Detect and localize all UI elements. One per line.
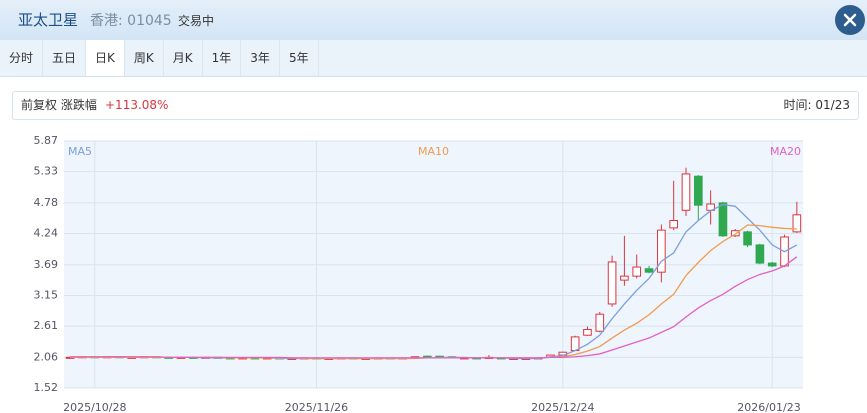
tab[interactable]: 五日 <box>43 40 87 76</box>
y-tick-label: 1.52 <box>34 381 59 394</box>
tab[interactable]: 分时 <box>0 40 44 76</box>
candle-body <box>718 202 728 237</box>
candle-body <box>595 313 605 332</box>
tab[interactable]: 5年 <box>280 40 319 76</box>
candle-body <box>669 219 678 229</box>
candle-body <box>743 231 752 246</box>
candle-body <box>681 173 691 211</box>
candle-body <box>792 214 802 233</box>
ma-line <box>70 256 798 359</box>
candle-body <box>632 266 642 277</box>
stock-name: 亚太卫星 <box>18 11 79 29</box>
tab[interactable]: 月K <box>164 40 203 76</box>
tab[interactable]: 日K <box>86 40 125 76</box>
candle-body <box>607 261 617 305</box>
info-bar: 前复权 涨跌幅 +113.08% 时间: 01/23 <box>12 91 859 120</box>
time-label: 时间: 01/23 <box>783 98 850 112</box>
candle-body <box>644 268 654 273</box>
header: 亚太卫星 香港: 01045 交易中 <box>0 0 867 40</box>
adjust-label: 前复权 涨跌幅 <box>21 98 97 112</box>
candle-body <box>730 230 740 237</box>
y-tick-label: 4.78 <box>34 196 59 209</box>
stock-code: 香港: 01045 <box>90 13 172 29</box>
chart: 1.52 2.06 2.61 3.15 3.69 4.24 4.78 5.33 5.87 2025… <box>34 134 803 413</box>
status: 交易中 <box>178 14 215 28</box>
y-tick-label: 2.06 <box>34 350 59 363</box>
y-tick-label: 5.33 <box>34 165 59 178</box>
x-tick-label: 2026/01/23 <box>737 401 800 413</box>
candle-body <box>755 244 765 264</box>
tab-bar: 分时 五日 日K 周K 月K 1年 3年 5年 <box>0 40 867 77</box>
close-button[interactable] <box>835 5 865 35</box>
y-tick-label: 3.15 <box>34 288 59 301</box>
y-tick-label: 3.69 <box>34 258 59 271</box>
legend-label: MA5 <box>68 145 92 158</box>
tab[interactable]: 1年 <box>203 40 242 76</box>
tab[interactable]: 3年 <box>241 40 280 76</box>
legend-label: MA10 <box>418 145 449 158</box>
x-tick-label: 2025/10/28 <box>63 401 126 413</box>
y-tick-label: 4.24 <box>34 227 59 240</box>
candle-body <box>583 329 592 336</box>
candle-body <box>693 175 703 206</box>
candle-body <box>767 262 777 267</box>
candle-body <box>657 229 666 273</box>
y-tick-label: 2.61 <box>34 319 59 332</box>
change-value: +113.08% <box>105 98 169 112</box>
legend-label: MA20 <box>770 145 801 158</box>
tab[interactable]: 周K <box>125 40 164 76</box>
y-tick-label: 5.87 <box>34 134 59 147</box>
candle-body <box>620 275 629 281</box>
close-icon <box>843 13 857 27</box>
x-tick-label: 2025/12/24 <box>531 401 594 413</box>
x-tick-label: 2025/11/26 <box>285 401 348 413</box>
